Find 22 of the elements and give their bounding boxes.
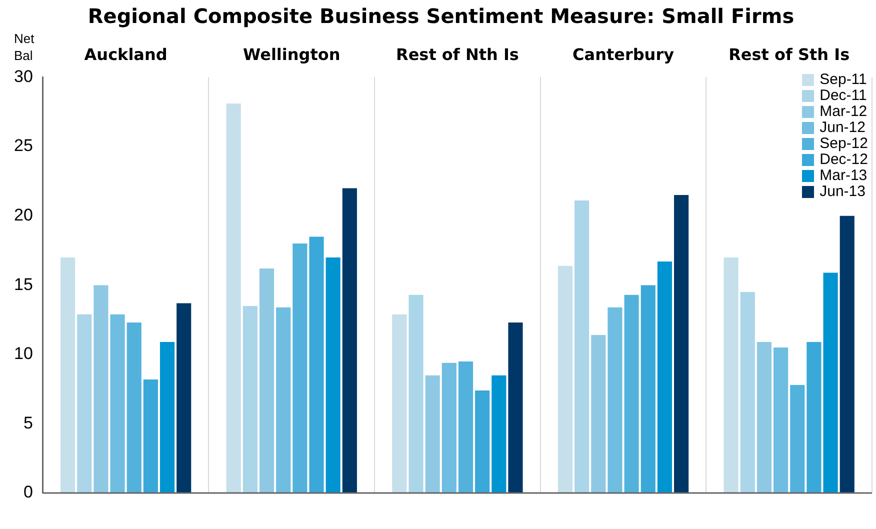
x-tick-label: Canterbury <box>572 44 675 64</box>
y-tick-label: 5 <box>23 413 33 432</box>
x-tick-label: Wellington <box>243 44 340 64</box>
x-tick-label: Rest of Sth Is <box>728 44 850 64</box>
y-tick-label: 30 <box>14 66 33 86</box>
legend-label: Sep-11 <box>820 71 867 88</box>
y-tick-label: 0 <box>23 482 33 502</box>
legend-label: Dec-11 <box>820 87 867 104</box>
y-axis-title: Net Bal <box>14 30 36 64</box>
y-tick-label: 25 <box>14 136 33 156</box>
legend-label: Mar-13 <box>820 167 868 184</box>
legend-label: Dec-12 <box>820 151 868 168</box>
legend-label: Jun-12 <box>820 119 866 136</box>
legend-label: Jun-13 <box>820 183 866 200</box>
y-tick-label: 10 <box>14 344 33 364</box>
legend-label: Mar-12 <box>820 103 868 120</box>
y-tick-label: 20 <box>14 205 33 224</box>
x-tick-label: Auckland <box>84 44 168 64</box>
chart-title: Regional Composite Business Sentiment Measure: Small Firms <box>88 4 794 28</box>
x-tick-label: Rest of Nth Is <box>396 44 519 64</box>
y-tick-label: 15 <box>14 274 33 294</box>
legend-label: Sep-12 <box>820 135 868 152</box>
